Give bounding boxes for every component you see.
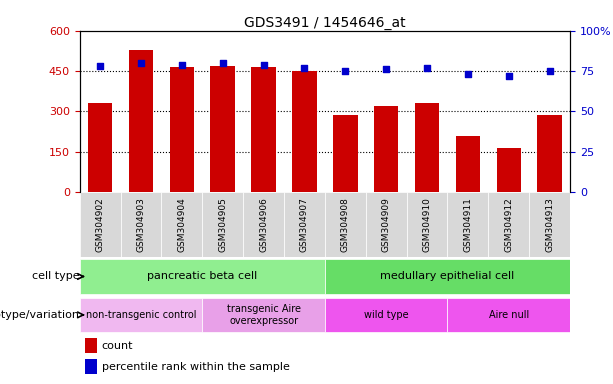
Bar	[129, 50, 153, 192]
Text: GSM304902: GSM304902	[96, 197, 105, 252]
Bar	[243, 192, 284, 257]
Text: percentile rank within the sample: percentile rank within the sample	[102, 362, 289, 372]
Bar	[325, 192, 366, 257]
Bar	[447, 298, 570, 332]
Text: GSM304909: GSM304909	[382, 197, 390, 252]
Bar	[210, 66, 235, 192]
Text: Aire null: Aire null	[489, 310, 529, 320]
Bar	[161, 192, 202, 257]
Text: GSM304910: GSM304910	[422, 197, 432, 252]
Bar	[121, 192, 161, 257]
Bar	[251, 67, 276, 192]
Bar	[374, 106, 398, 192]
Text: wild type: wild type	[364, 310, 408, 320]
Bar	[202, 192, 243, 257]
Point	[95, 63, 105, 69]
Bar	[325, 298, 447, 332]
Bar	[489, 192, 529, 257]
Text: count: count	[102, 341, 133, 351]
Point	[300, 65, 310, 71]
Text: GSM304906: GSM304906	[259, 197, 268, 252]
Text: transgenic Aire
overexpressor: transgenic Aire overexpressor	[227, 304, 300, 326]
Text: GSM304911: GSM304911	[463, 197, 473, 252]
Point	[504, 73, 514, 79]
Bar	[170, 67, 194, 192]
Bar	[80, 192, 121, 257]
Bar	[447, 192, 489, 257]
Bar	[80, 259, 325, 294]
Point	[136, 60, 146, 66]
Point	[177, 61, 187, 68]
Text: GSM304904: GSM304904	[177, 197, 186, 252]
Text: GSM304912: GSM304912	[504, 197, 513, 252]
Bar	[202, 298, 325, 332]
Bar	[497, 148, 521, 192]
Point	[218, 60, 227, 66]
Text: non-transgenic control: non-transgenic control	[86, 310, 196, 320]
Bar	[88, 103, 112, 192]
Point	[545, 68, 555, 74]
Text: GSM304907: GSM304907	[300, 197, 309, 252]
Text: pancreatic beta cell: pancreatic beta cell	[147, 271, 257, 281]
Text: GSM304903: GSM304903	[137, 197, 145, 252]
Text: medullary epithelial cell: medullary epithelial cell	[380, 271, 515, 281]
Text: genotype/variation: genotype/variation	[0, 310, 80, 320]
Bar	[415, 103, 440, 192]
Point	[259, 61, 268, 68]
Point	[340, 68, 350, 74]
Bar	[325, 259, 570, 294]
Bar	[538, 115, 562, 192]
Bar	[455, 136, 480, 192]
Text: GSM304913: GSM304913	[545, 197, 554, 252]
Text: GSM304908: GSM304908	[341, 197, 350, 252]
Point	[381, 66, 391, 73]
Bar	[80, 298, 202, 332]
Bar	[292, 71, 317, 192]
Bar	[529, 192, 570, 257]
Text: GSM304905: GSM304905	[218, 197, 227, 252]
Point	[422, 65, 432, 71]
Bar	[366, 192, 406, 257]
Point	[463, 71, 473, 77]
Text: cell type: cell type	[32, 271, 80, 281]
Title: GDS3491 / 1454646_at: GDS3491 / 1454646_at	[244, 16, 406, 30]
Bar	[406, 192, 447, 257]
Bar	[85, 359, 97, 374]
Bar	[85, 338, 97, 353]
Bar	[284, 192, 325, 257]
Bar	[333, 115, 357, 192]
